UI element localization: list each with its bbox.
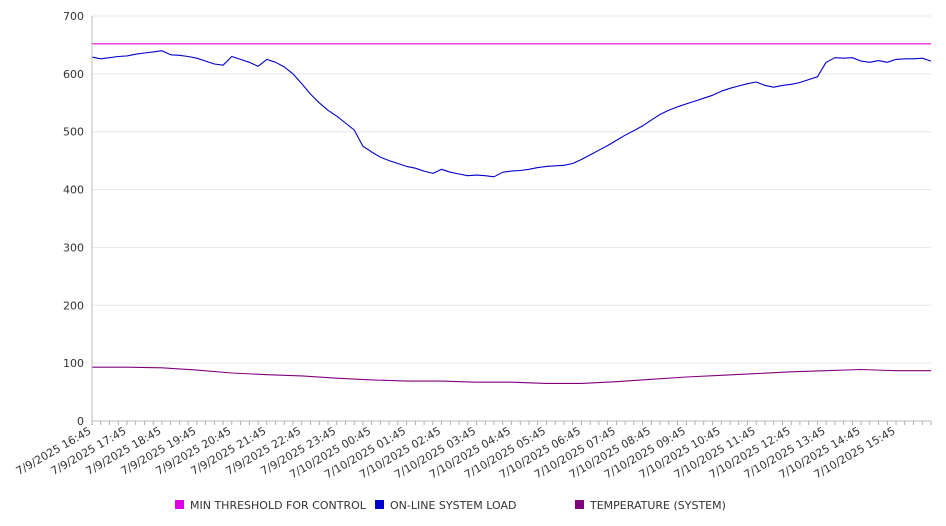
legend: MIN THRESHOLD FOR CONTROL ON-LINE SYSTEM … (175, 499, 726, 512)
legend-swatch (175, 500, 184, 509)
series-lines (91, 43, 932, 384)
y-tick-label: 0 (77, 415, 84, 428)
legend-swatch (375, 500, 384, 509)
series-line (91, 50, 932, 178)
y-tick-label: 100 (63, 357, 84, 370)
legend-swatch (575, 500, 584, 509)
y-tick-label: 500 (63, 126, 84, 139)
y-tick-label: 300 (63, 241, 84, 254)
axes (91, 16, 931, 422)
series-line (92, 366, 931, 384)
y-tick-label: 600 (63, 68, 84, 81)
x-axis-ticks: 7/9/2025 16:457/9/2025 17:457/9/2025 18:… (14, 421, 932, 481)
legend-label: TEMPERATURE (SYSTEM) (589, 499, 726, 512)
legend-label: MIN THRESHOLD FOR CONTROL (190, 499, 367, 512)
y-tick-label: 700 (63, 10, 84, 23)
y-tick-label: 200 (63, 299, 84, 312)
grid-lines (92, 15, 931, 422)
legend-label: ON-LINE SYSTEM LOAD (390, 499, 516, 512)
y-tick-label: 400 (63, 184, 84, 197)
y-axis-ticks: 0 100 200 300 400 500 600 700 (63, 10, 84, 428)
